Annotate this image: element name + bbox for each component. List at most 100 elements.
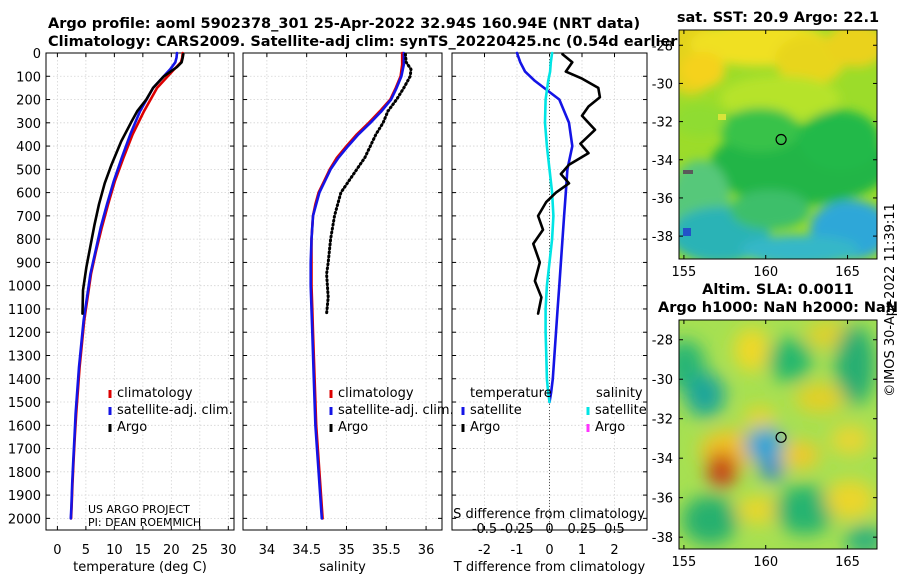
y-tick-label: 2000 (8, 512, 41, 527)
difference-profile-panel: -2 -1 0 1 2 T difference from climatology S di… (451, 51, 648, 575)
y-tick-label: 1100 (8, 303, 41, 318)
map-y-tick-label: -38 (652, 531, 673, 546)
plot-area (46, 53, 234, 530)
sla-map-panel: Altim. SLA: 0.0011 Argo h1000: NaN h2000… (652, 282, 898, 570)
x-tick-label: 25 (192, 543, 209, 558)
y-tick-label: 1900 (8, 489, 41, 504)
series-argo (81, 52, 185, 315)
y-tick-label: 0 (33, 47, 41, 62)
legend-title-temperature: temperature (470, 386, 552, 401)
legend-label: Argo (338, 420, 368, 435)
salinity-tick-label: -0.25 (500, 522, 534, 537)
salinity-tick-label: 0.25 (568, 522, 597, 537)
y-tick-label: 1400 (8, 373, 41, 388)
map-y-tick-label: -28 (652, 39, 673, 54)
sst-map-title: sat. SST: 20.9 Argo: 22.1 (677, 10, 879, 26)
sla-map-title-line1: Altim. SLA: 0.0011 (702, 282, 854, 298)
y-tick-label: 600 (16, 187, 41, 202)
map-y-tick-label: -30 (652, 373, 673, 388)
map-y-tick-label: -34 (652, 452, 673, 467)
legend-label: Argo (595, 420, 625, 435)
map-y-tick-label: -34 (652, 154, 673, 169)
salinity-tick-label: 0 (545, 522, 553, 537)
map-y-tick-label: -32 (652, 413, 673, 428)
x-tick-label: 30 (220, 543, 237, 558)
x-tick-label: 1 (578, 543, 586, 558)
sst-map-panel: sat. SST: 20.9 Argo: 22.1 (652, 10, 879, 280)
x-tick-label: 36 (418, 543, 435, 558)
sla-profile-location-marker (775, 431, 787, 443)
y-tick-label: 900 (16, 256, 41, 271)
x-tick-label: 10 (106, 543, 123, 558)
map-x-tick-label: 165 (835, 555, 860, 570)
x-tick-label: 5 (82, 543, 90, 558)
legend-label: climatology (117, 386, 193, 401)
x-tick-label: 20 (163, 543, 180, 558)
y-tick-label: 300 (16, 117, 41, 132)
temperature-profile-panel: 0 5 10 15 20 25 300100200300400500600700800900… (8, 47, 237, 575)
map-y-tick-label: -32 (652, 116, 673, 131)
y-tick-label: 1300 (8, 349, 41, 364)
y-tick-label: 1600 (8, 419, 41, 434)
series-temperature-satellite (515, 51, 574, 404)
legend-label: Argo (470, 420, 500, 435)
map-y-tick-label: -38 (652, 230, 673, 245)
salinity-tick-label: -0.5 (472, 522, 497, 537)
legend-label: satellite-adj. clim. (117, 403, 233, 418)
sla-map-title-line2: Argo h1000: NaN h2000: NaN (658, 300, 898, 316)
map-x-tick-label: 160 (753, 555, 778, 570)
x-tick-label: -1 (511, 543, 524, 558)
x-axis-label: salinity (319, 560, 366, 575)
y-tick-label: 800 (16, 233, 41, 248)
y-tick-label: 1800 (8, 466, 41, 481)
y-tick-label: 100 (16, 70, 41, 85)
x-tick-label: -2 (478, 543, 491, 558)
y-tick-label: 1500 (8, 396, 41, 411)
legend-label: satellite-adj. clim. (338, 403, 454, 418)
plot-frame (45, 52, 235, 531)
sla-map-ticks: 155 160 165 -28 -30 -32 -34 -36 -38 (652, 320, 877, 570)
figure-title-line1: Argo profile: aoml 5902378_301 25-Apr-20… (48, 16, 640, 32)
salinity-tick-label: 0.5 (604, 522, 625, 537)
series-temperature-argo (532, 52, 602, 315)
project-note-line2: PI: DEAN ROEMMICH (88, 516, 201, 529)
x-tick-label: 34 (259, 543, 276, 558)
salinity-axis-label: S difference from climatology (453, 507, 645, 522)
map-x-tick-label: 160 (753, 265, 778, 280)
sla-heatmap (679, 320, 877, 549)
series-argo (325, 52, 413, 316)
legend-label: climatology (338, 386, 414, 401)
sst-map-ticks: 155 160 165 -28 -30 -32 -34 -36 -38 (652, 30, 877, 280)
x-axis-label: T difference from climatology (453, 560, 646, 575)
sst-heatmap (679, 30, 877, 259)
map-y-tick-label: -28 (652, 334, 673, 349)
x-tick-label: 2 (610, 543, 618, 558)
map-x-tick-label: 155 (671, 265, 696, 280)
y-tick-label: 700 (16, 210, 41, 225)
x-tick-label: 0 (545, 543, 553, 558)
series-satellite-adj-clim- (309, 51, 406, 520)
y-tick-label: 200 (16, 94, 41, 109)
y-tick-label: 1200 (8, 326, 41, 341)
y-tick-label: 1700 (8, 443, 41, 458)
legend-title-salinity: salinity (596, 386, 643, 401)
x-tick-label: 35.5 (372, 543, 401, 558)
map-y-tick-label: -36 (652, 492, 673, 507)
plot-area (243, 53, 442, 530)
x-axis-label: temperature (deg C) (73, 560, 207, 575)
legend-label: satellite (470, 403, 522, 418)
map-y-tick-label: -36 (652, 192, 673, 207)
x-tick-label: 0 (53, 543, 61, 558)
map-x-tick-label: 155 (671, 555, 696, 570)
legend-label: Argo (117, 420, 147, 435)
figure-title-line2: Climatology: CARS2009. Satellite-adj cli… (48, 34, 684, 50)
sst-profile-location-marker (775, 133, 787, 146)
project-note-line1: US ARGO PROJECT (88, 503, 190, 516)
map-x-tick-label: 165 (835, 265, 860, 280)
x-tick-label: 34.5 (292, 543, 321, 558)
plot-frame (242, 52, 443, 531)
salinity-profile-panel: 34 34.5 35 35.5 36 salinity climatology satelli… (242, 51, 454, 575)
map-y-tick-label: -30 (652, 77, 673, 92)
credit-text: ©IMOS 30-Apr-2022 11:39:11 (883, 203, 898, 397)
